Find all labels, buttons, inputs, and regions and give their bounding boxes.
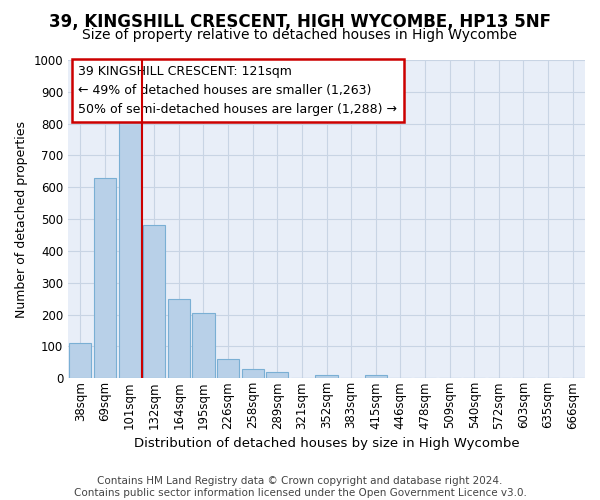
Bar — [168, 298, 190, 378]
Text: 39, KINGSHILL CRESCENT, HIGH WYCOMBE, HP13 5NF: 39, KINGSHILL CRESCENT, HIGH WYCOMBE, HP… — [49, 12, 551, 30]
Bar — [316, 375, 338, 378]
Bar — [266, 372, 289, 378]
Text: 39 KINGSHILL CRESCENT: 121sqm
← 49% of detached houses are smaller (1,263)
50% o: 39 KINGSHILL CRESCENT: 121sqm ← 49% of d… — [79, 65, 397, 116]
Text: Contains HM Land Registry data © Crown copyright and database right 2024.
Contai: Contains HM Land Registry data © Crown c… — [74, 476, 526, 498]
Bar — [365, 375, 387, 378]
Y-axis label: Number of detached properties: Number of detached properties — [15, 120, 28, 318]
Text: Size of property relative to detached houses in High Wycombe: Size of property relative to detached ho… — [83, 28, 517, 42]
Bar — [217, 359, 239, 378]
Bar — [119, 122, 140, 378]
Bar — [143, 226, 165, 378]
Bar — [242, 368, 264, 378]
X-axis label: Distribution of detached houses by size in High Wycombe: Distribution of detached houses by size … — [134, 437, 520, 450]
Bar — [94, 178, 116, 378]
Bar — [193, 313, 215, 378]
Bar — [69, 344, 91, 378]
